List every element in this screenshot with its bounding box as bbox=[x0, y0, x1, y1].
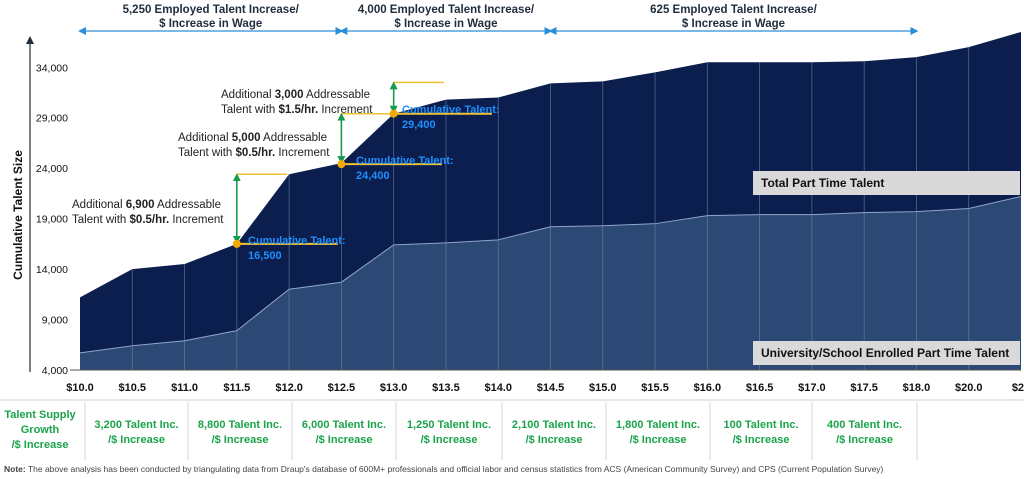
cumulative-value: 24,400 bbox=[356, 170, 390, 182]
x-tick-label: $10.5 bbox=[119, 382, 147, 394]
annotation-rate: $0.5/hr. bbox=[130, 214, 170, 226]
y-tick-label: 4,000 bbox=[42, 365, 68, 377]
x-tick-label: $13.5 bbox=[432, 382, 460, 394]
annotation-rate: $0.5/hr. bbox=[236, 147, 276, 159]
y-axis-label: Cumulative Talent Size bbox=[11, 150, 25, 280]
x-tick-label: $12.0 bbox=[275, 382, 303, 394]
band-label-university: University/School Enrolled Part Time Tal… bbox=[761, 346, 1009, 360]
x-tick-label: $25 bbox=[1012, 382, 1024, 394]
cumulative-value: 29,400 bbox=[402, 119, 436, 131]
band-label-total: Total Part Time Talent bbox=[761, 176, 884, 190]
x-tick-label: $14.5 bbox=[537, 382, 565, 394]
x-tick-label: $20.0 bbox=[955, 382, 983, 394]
x-tick-label: $10.0 bbox=[66, 382, 94, 394]
x-tick-label: $14.0 bbox=[484, 382, 512, 394]
annotation-text: Addressable bbox=[304, 89, 371, 101]
footnote: Note: The above analysis has been conduc… bbox=[4, 464, 884, 474]
y-tick-label: 24,000 bbox=[36, 163, 68, 175]
annotation-text: Talent with bbox=[221, 104, 279, 116]
x-tick-label: $11.5 bbox=[223, 382, 250, 394]
cumulative-point bbox=[337, 160, 346, 169]
top-range-sublabel: $ Increase in Wage bbox=[159, 18, 262, 30]
growth-header-label: Growth bbox=[21, 424, 60, 436]
annotation-line1: Additional 3,000 Addressable bbox=[221, 89, 370, 101]
top-range-label: 625 Employed Talent Increase/ bbox=[650, 4, 817, 16]
annotation-text: Additional bbox=[72, 199, 126, 211]
band-label-box-total bbox=[753, 171, 1020, 195]
top-range-label: 4,000 Employed Talent Increase/ bbox=[358, 4, 535, 16]
top-range-sublabel: $ Increase in Wage bbox=[394, 18, 497, 30]
growth-cell-unit: /$ Increase bbox=[316, 434, 373, 446]
annotation-text: Increment bbox=[318, 104, 373, 116]
growth-cell-unit: /$ Increase bbox=[733, 434, 790, 446]
annotation-text: Increment bbox=[275, 147, 330, 159]
footnote-text: The above analysis has been conducted by… bbox=[26, 464, 884, 474]
annotation-text: Talent with bbox=[72, 214, 130, 226]
top-range-sublabel: $ Increase in Wage bbox=[682, 18, 785, 30]
x-tick-label: $16.5 bbox=[746, 382, 774, 394]
x-tick-label: $16.0 bbox=[694, 382, 722, 394]
cumulative-point bbox=[232, 239, 241, 248]
y-tick-label: 14,000 bbox=[36, 264, 68, 276]
growth-cell-value: 8,800 Talent Inc. bbox=[198, 419, 282, 431]
x-tick-label: $15.0 bbox=[589, 382, 617, 394]
y-tick-label: 9,000 bbox=[42, 315, 68, 327]
growth-header-label: Talent Supply bbox=[4, 409, 76, 421]
growth-cell-unit: /$ Increase bbox=[526, 434, 583, 446]
x-tick-label: $15.5 bbox=[641, 382, 669, 394]
annotation-text: Talent with bbox=[178, 147, 236, 159]
annotation-line2: Talent with $1.5/hr. Increment bbox=[221, 104, 373, 116]
annotation-text: Addressable bbox=[155, 199, 222, 211]
growth-cell-unit: /$ Increase bbox=[108, 434, 165, 446]
annotation-text: Increment bbox=[169, 214, 224, 226]
growth-cell-unit: /$ Increase bbox=[836, 434, 893, 446]
x-tick-label: $17.0 bbox=[798, 382, 826, 394]
growth-header-label: /$ Increase bbox=[12, 439, 69, 451]
growth-cell-value: 1,800 Talent Inc. bbox=[616, 419, 700, 431]
annotation-line2: Talent with $0.5/hr. Increment bbox=[72, 214, 224, 226]
x-tick-label: $17.5 bbox=[850, 382, 878, 394]
annotation-rate: $1.5/hr. bbox=[279, 104, 319, 116]
growth-cell-value: 400 Talent Inc. bbox=[827, 419, 902, 431]
band-label-box-university bbox=[753, 341, 1020, 365]
growth-cell-value: 6,000 Talent Inc. bbox=[302, 419, 386, 431]
growth-cell-value: 2,100 Talent Inc. bbox=[512, 419, 596, 431]
annotation-number: 5,000 bbox=[232, 132, 261, 144]
annotation-number: 3,000 bbox=[275, 89, 304, 101]
annotation-text: Addressable bbox=[261, 132, 328, 144]
cumulative-point bbox=[389, 109, 398, 118]
growth-cell-value: 1,250 Talent Inc. bbox=[407, 419, 491, 431]
annotation-text: Additional bbox=[178, 132, 232, 144]
cumulative-label: Cumulative Talent: bbox=[356, 155, 454, 167]
annotation-text: Additional bbox=[221, 89, 275, 101]
cumulative-label: Cumulative Talent: bbox=[402, 104, 500, 116]
footnote-label: Note: bbox=[4, 464, 26, 474]
y-tick-label: 34,000 bbox=[36, 62, 68, 74]
growth-cell-value: 100 Talent Inc. bbox=[724, 419, 799, 431]
growth-cell-unit: /$ Increase bbox=[630, 434, 687, 446]
x-tick-label: $18.0 bbox=[903, 382, 931, 394]
x-tick-label: $11.0 bbox=[171, 382, 198, 394]
growth-cell-unit: /$ Increase bbox=[421, 434, 478, 446]
annotation-line1: Additional 6,900 Addressable bbox=[72, 199, 221, 211]
annotation-line2: Talent with $0.5/hr. Increment bbox=[178, 147, 330, 159]
x-tick-label: $13.0 bbox=[380, 382, 408, 394]
annotation-number: 6,900 bbox=[126, 199, 155, 211]
y-tick-label: 19,000 bbox=[36, 214, 68, 226]
growth-cell-unit: /$ Increase bbox=[212, 434, 269, 446]
y-tick-label: 29,000 bbox=[36, 113, 68, 125]
cumulative-label: Cumulative Talent: bbox=[248, 235, 346, 247]
growth-cell-value: 3,200 Talent Inc. bbox=[94, 419, 178, 431]
annotation-line1: Additional 5,000 Addressable bbox=[178, 132, 327, 144]
top-range-label: 5,250 Employed Talent Increase/ bbox=[123, 4, 300, 16]
x-tick-label: $12.5 bbox=[328, 382, 356, 394]
cumulative-value: 16,500 bbox=[248, 250, 282, 262]
